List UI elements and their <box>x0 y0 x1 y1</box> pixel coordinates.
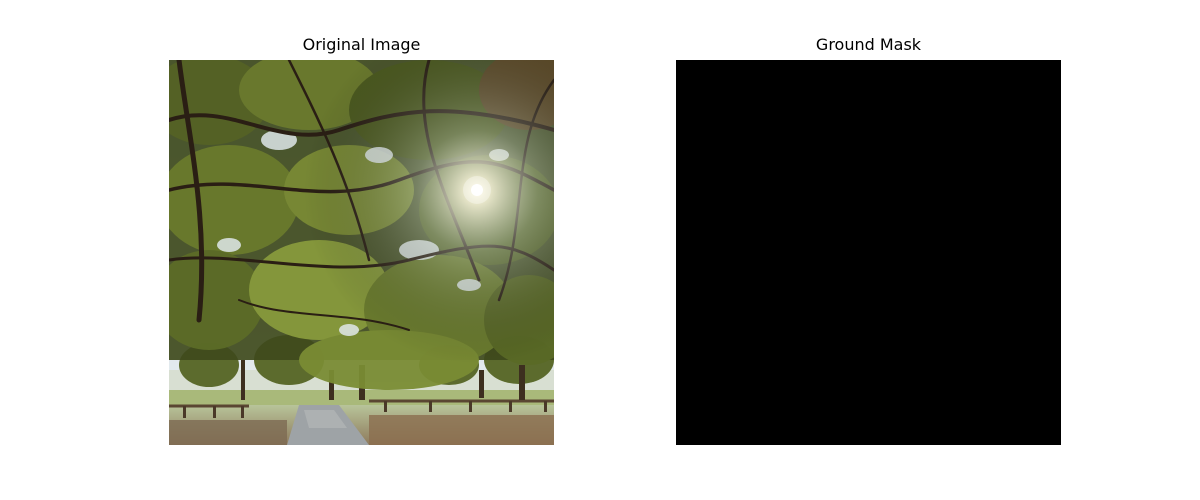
tree-canopy-photo <box>169 60 554 445</box>
ground-mask-image <box>676 60 1061 445</box>
mask-fill <box>676 60 1061 445</box>
original-image <box>169 60 554 445</box>
original-image-title: Original Image <box>302 35 421 54</box>
mask-rect <box>676 60 1061 445</box>
ground-mask-title: Ground Mask <box>815 35 922 54</box>
